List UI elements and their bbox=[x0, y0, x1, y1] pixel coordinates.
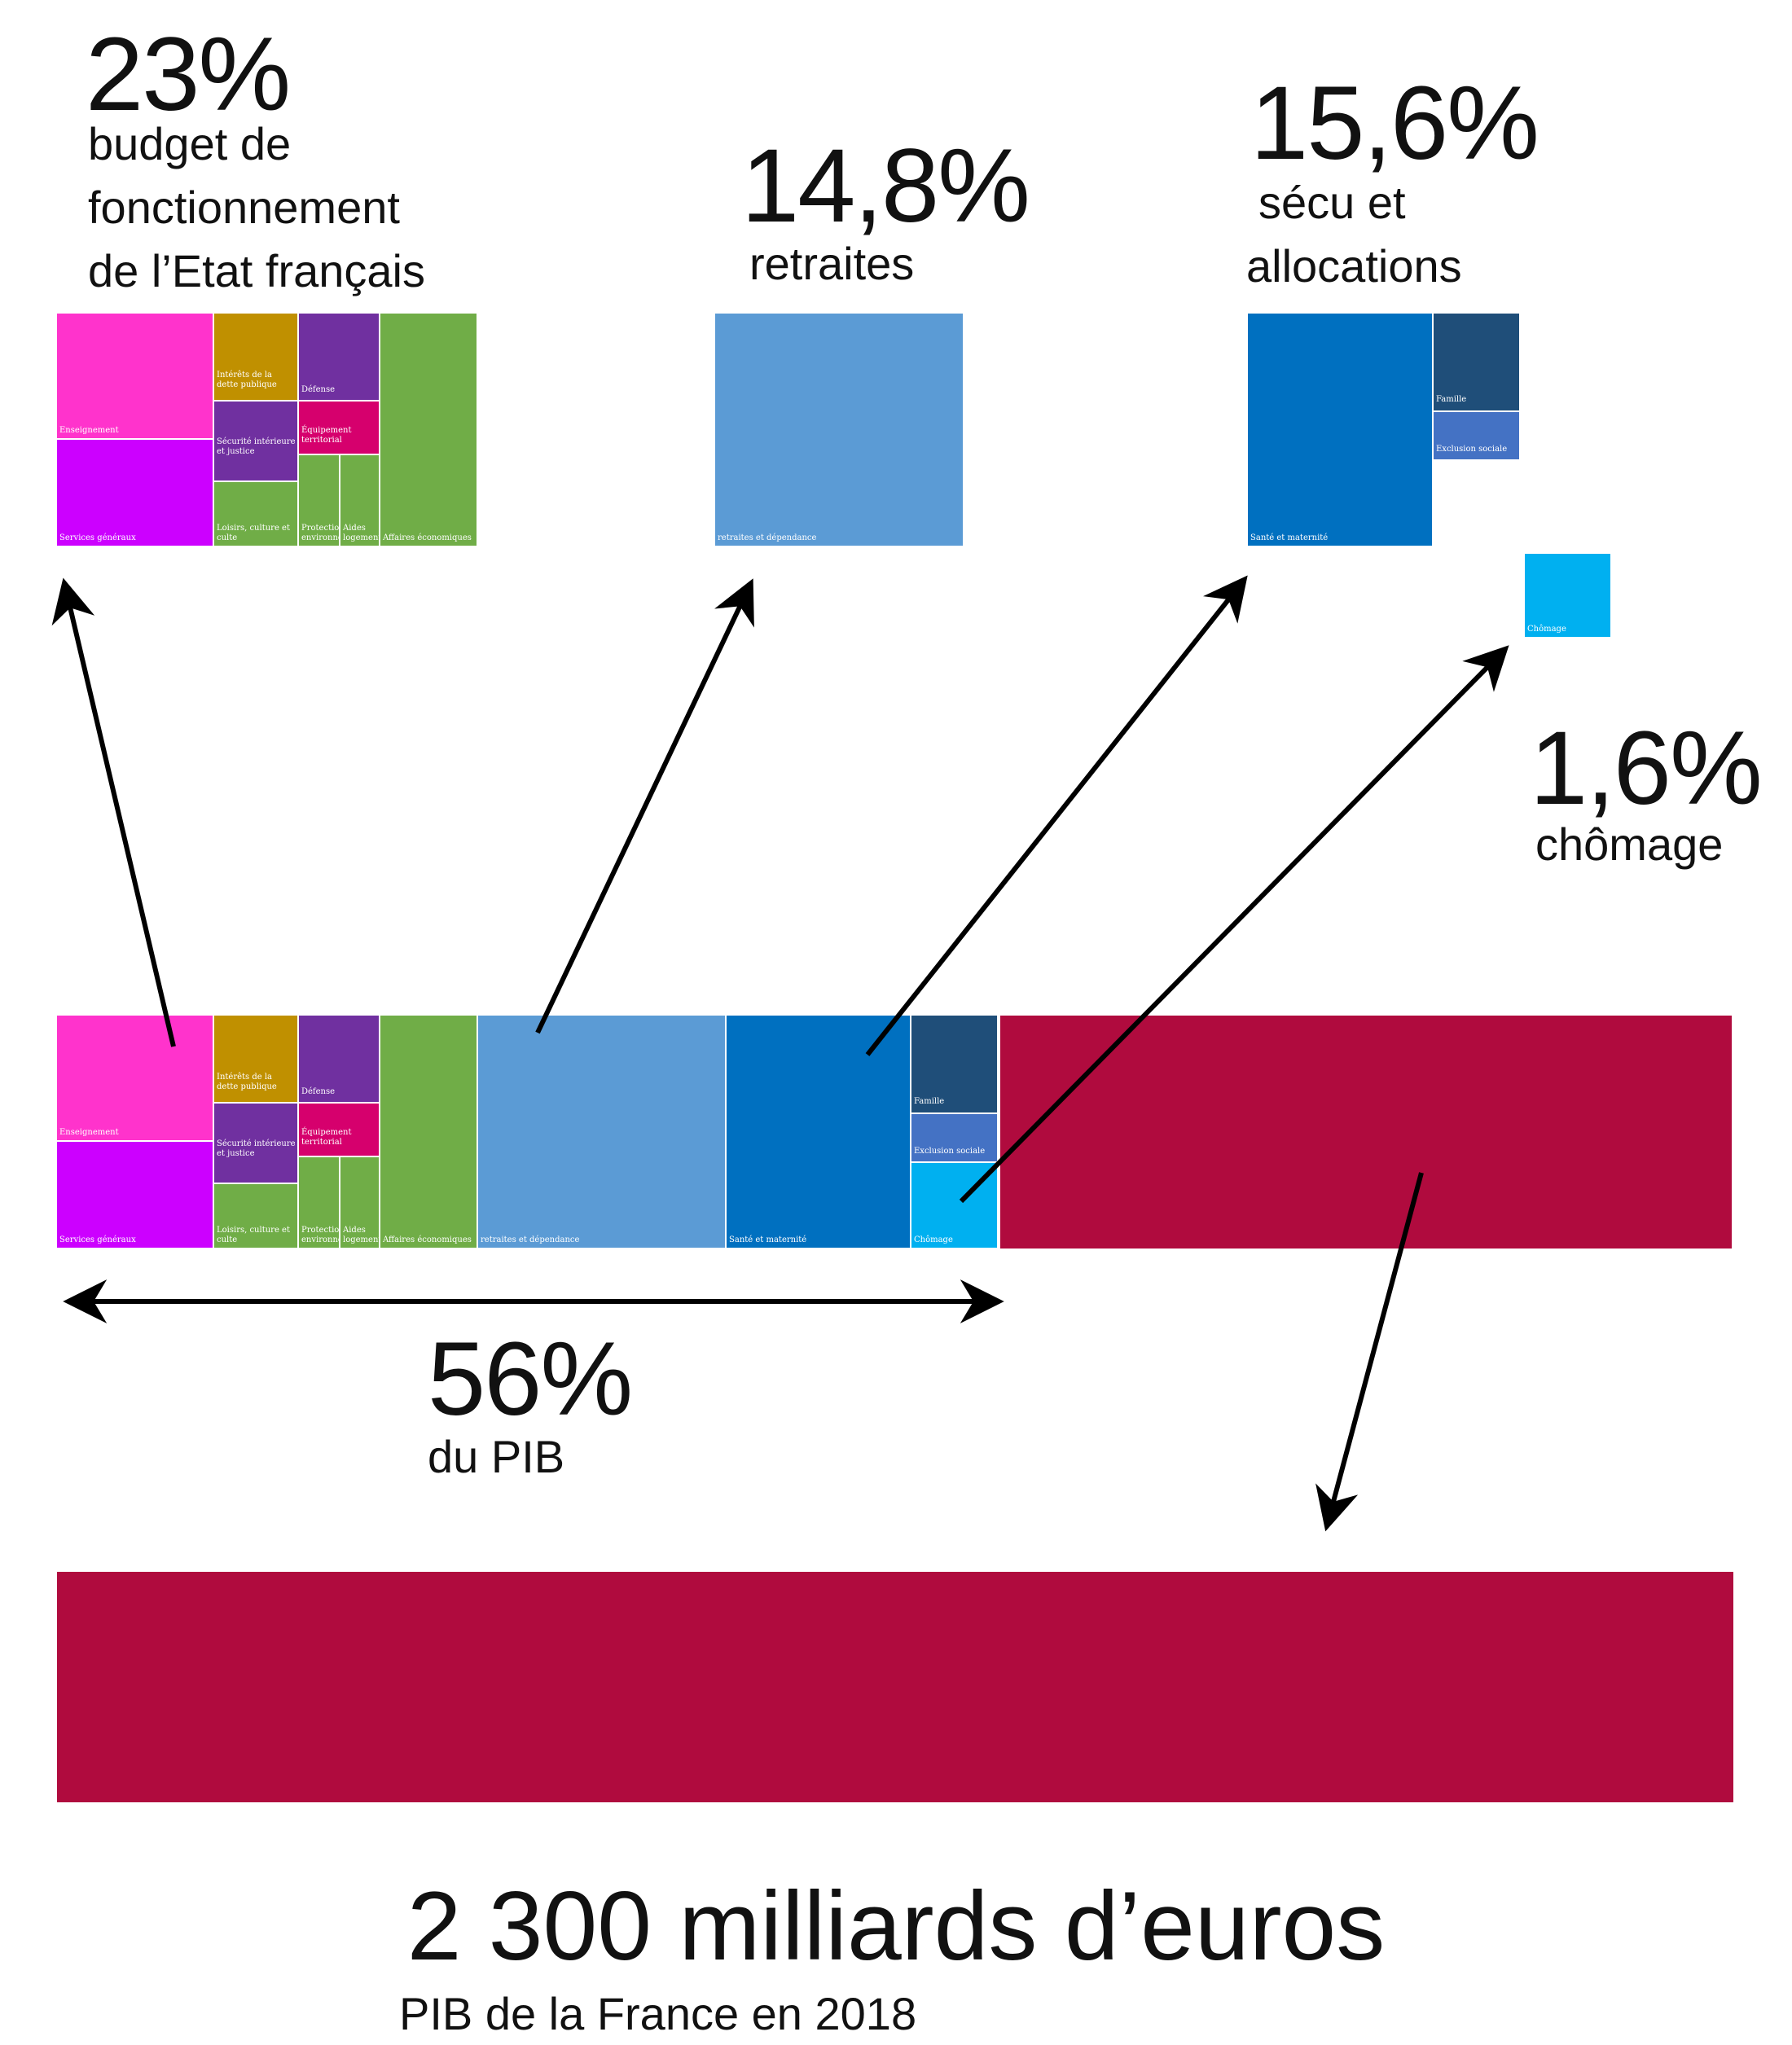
cell-protection-env: Protection environnement bbox=[299, 455, 340, 547]
secu-label-2: allocations bbox=[1246, 240, 1462, 292]
cell-retraites: retraites et dépendance bbox=[715, 314, 964, 547]
arrow-to-secu bbox=[865, 575, 1248, 1056]
arrow-to-etat bbox=[51, 577, 176, 1047]
bar-retraites: retraites et dépendance bbox=[478, 1016, 727, 1249]
cell-securite: Sécurité intérieure et justice bbox=[214, 402, 299, 482]
bar-aides-logement: Aides logement bbox=[340, 1157, 380, 1249]
total-label: du PIB bbox=[428, 1431, 565, 1482]
cell-exclusion: Exclusion sociale bbox=[1434, 412, 1521, 461]
cell-chomage: Chômage bbox=[1525, 554, 1612, 639]
cell-loisirs: Loisirs, culture et culte bbox=[214, 482, 299, 547]
retraites-pct: 14,8% bbox=[741, 128, 1030, 244]
bar-sante: Santé et maternité bbox=[727, 1016, 911, 1249]
secu-label-1: sécu et bbox=[1258, 177, 1406, 228]
bar-protection-env: Protection environnement bbox=[299, 1157, 340, 1249]
cell-enseignement: Enseignement bbox=[57, 314, 214, 440]
pib-bar bbox=[57, 1572, 1733, 1802]
arrow-to-pib bbox=[1315, 1172, 1424, 1532]
bar-services-generaux: Services généraux bbox=[57, 1142, 214, 1249]
bar-equipement: Équipement territorial bbox=[299, 1104, 380, 1157]
bar-remainder bbox=[1000, 1016, 1732, 1249]
etat-label-1: budget de bbox=[88, 118, 292, 169]
cell-interets-dette: Intérêts de la dette publique bbox=[214, 314, 299, 402]
etat-label-2: fonctionnement bbox=[88, 182, 400, 233]
cell-services-generaux: Services généraux bbox=[57, 440, 214, 547]
cell-equipement: Équipement territorial bbox=[299, 402, 380, 455]
footer-note: PIB de la France en 2018 bbox=[399, 1988, 917, 2039]
bar-exclusion: Exclusion sociale bbox=[911, 1114, 999, 1163]
cell-sante: Santé et maternité bbox=[1248, 314, 1434, 547]
etat-label-3: de l’Etat français bbox=[88, 245, 425, 296]
cell-defense: Défense bbox=[299, 314, 380, 402]
bar-affaires-eco: Affaires économiques bbox=[380, 1016, 478, 1249]
footer-value: 2 300 milliards d’euros bbox=[406, 1872, 1386, 1981]
bar-interets-dette: Intérêts de la dette publique bbox=[214, 1016, 299, 1104]
cell-aides-logement: Aides logement bbox=[340, 455, 380, 547]
secu-pct: 15,6% bbox=[1250, 65, 1539, 182]
bar-securite: Sécurité intérieure et justice bbox=[214, 1104, 299, 1184]
bar-famille: Famille bbox=[911, 1016, 999, 1114]
chomage-label: chômage bbox=[1535, 818, 1724, 870]
cell-affaires-eco: Affaires économiques bbox=[380, 314, 478, 547]
chomage-pct: 1,6% bbox=[1530, 710, 1763, 827]
bar-enseignement: Enseignement bbox=[57, 1016, 214, 1142]
bar-loisirs: Loisirs, culture et culte bbox=[214, 1184, 299, 1249]
arrow-to-chomage bbox=[959, 645, 1509, 1204]
etat-pct: 23% bbox=[86, 16, 291, 133]
retraites-label: retraites bbox=[749, 238, 915, 289]
total-pct: 56% bbox=[428, 1321, 633, 1437]
arrow-to-retraites bbox=[535, 578, 754, 1034]
bar-defense: Défense bbox=[299, 1016, 380, 1104]
cell-famille: Famille bbox=[1434, 314, 1521, 412]
